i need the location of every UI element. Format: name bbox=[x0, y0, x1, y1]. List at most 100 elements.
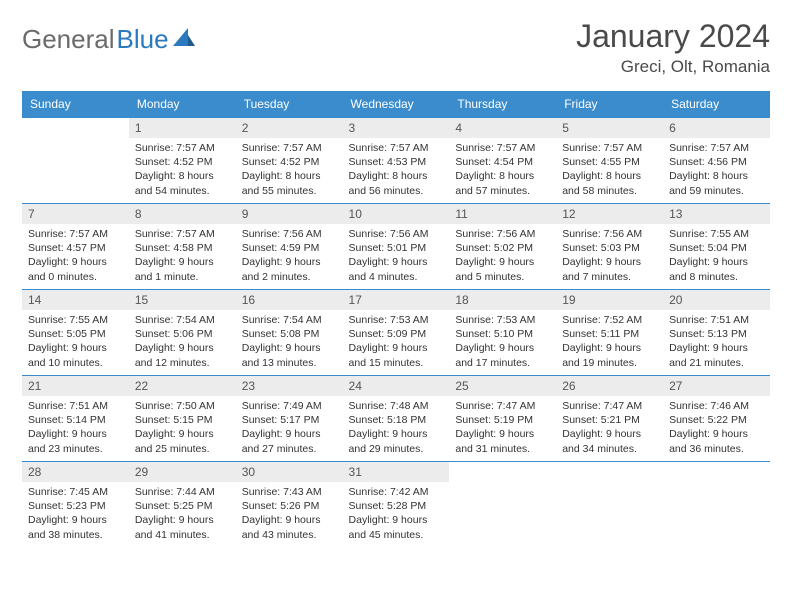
calendar-cell: 9Sunrise: 7:56 AMSunset: 4:59 PMDaylight… bbox=[236, 204, 343, 290]
day-info-line: Sunrise: 7:54 AM bbox=[135, 313, 230, 327]
day-body: Sunrise: 7:46 AMSunset: 5:22 PMDaylight:… bbox=[663, 396, 770, 460]
weekday-header: Sunday bbox=[22, 91, 129, 118]
calendar-cell: 5Sunrise: 7:57 AMSunset: 4:55 PMDaylight… bbox=[556, 118, 663, 204]
calendar-cell: 11Sunrise: 7:56 AMSunset: 5:02 PMDayligh… bbox=[449, 204, 556, 290]
day-body: Sunrise: 7:57 AMSunset: 4:54 PMDaylight:… bbox=[449, 138, 556, 202]
day-body: Sunrise: 7:57 AMSunset: 4:52 PMDaylight:… bbox=[236, 138, 343, 202]
day-info-line: Sunrise: 7:54 AM bbox=[242, 313, 337, 327]
day-body: Sunrise: 7:55 AMSunset: 5:05 PMDaylight:… bbox=[22, 310, 129, 374]
day-number: 10 bbox=[343, 204, 450, 224]
day-info-line: and 8 minutes. bbox=[669, 270, 764, 284]
day-body: Sunrise: 7:47 AMSunset: 5:19 PMDaylight:… bbox=[449, 396, 556, 460]
day-info-line: Sunset: 4:57 PM bbox=[28, 241, 123, 255]
day-body: Sunrise: 7:51 AMSunset: 5:13 PMDaylight:… bbox=[663, 310, 770, 374]
day-info-line: Sunset: 4:53 PM bbox=[349, 155, 444, 169]
day-info-line: Sunset: 4:59 PM bbox=[242, 241, 337, 255]
day-info-line: Daylight: 9 hours bbox=[28, 513, 123, 527]
day-info-line: Sunrise: 7:56 AM bbox=[562, 227, 657, 241]
day-info-line: Sunrise: 7:57 AM bbox=[349, 141, 444, 155]
day-info-line: Sunrise: 7:56 AM bbox=[349, 227, 444, 241]
day-info-line: and 4 minutes. bbox=[349, 270, 444, 284]
weekday-header: Tuesday bbox=[236, 91, 343, 118]
day-info-line: Sunset: 5:18 PM bbox=[349, 413, 444, 427]
day-info-line: and 17 minutes. bbox=[455, 356, 550, 370]
weekday-header: Friday bbox=[556, 91, 663, 118]
day-number: 4 bbox=[449, 118, 556, 138]
day-info-line: Daylight: 9 hours bbox=[349, 341, 444, 355]
day-info-line: Sunset: 5:04 PM bbox=[669, 241, 764, 255]
day-number: 26 bbox=[556, 376, 663, 396]
day-body: Sunrise: 7:57 AMSunset: 4:55 PMDaylight:… bbox=[556, 138, 663, 202]
calendar-cell: 8Sunrise: 7:57 AMSunset: 4:58 PMDaylight… bbox=[129, 204, 236, 290]
day-info-line: Sunrise: 7:42 AM bbox=[349, 485, 444, 499]
day-info-line: Sunset: 5:02 PM bbox=[455, 241, 550, 255]
day-body: Sunrise: 7:47 AMSunset: 5:21 PMDaylight:… bbox=[556, 396, 663, 460]
day-info-line: Sunset: 5:15 PM bbox=[135, 413, 230, 427]
day-body: Sunrise: 7:56 AMSunset: 5:01 PMDaylight:… bbox=[343, 224, 450, 288]
calendar-cell bbox=[663, 462, 770, 548]
day-info-line: Sunset: 5:03 PM bbox=[562, 241, 657, 255]
calendar-cell: 23Sunrise: 7:49 AMSunset: 5:17 PMDayligh… bbox=[236, 376, 343, 462]
day-info-line: and 34 minutes. bbox=[562, 442, 657, 456]
day-info-line: Daylight: 9 hours bbox=[349, 255, 444, 269]
day-number: 17 bbox=[343, 290, 450, 310]
day-number: 28 bbox=[22, 462, 129, 482]
day-number: 16 bbox=[236, 290, 343, 310]
day-body: Sunrise: 7:57 AMSunset: 4:58 PMDaylight:… bbox=[129, 224, 236, 288]
day-info-line: Daylight: 9 hours bbox=[349, 513, 444, 527]
day-body: Sunrise: 7:54 AMSunset: 5:06 PMDaylight:… bbox=[129, 310, 236, 374]
day-number: 23 bbox=[236, 376, 343, 396]
day-info-line: Sunrise: 7:53 AM bbox=[349, 313, 444, 327]
day-info-line: Sunrise: 7:51 AM bbox=[28, 399, 123, 413]
day-body: Sunrise: 7:52 AMSunset: 5:11 PMDaylight:… bbox=[556, 310, 663, 374]
day-info-line: Sunset: 5:19 PM bbox=[455, 413, 550, 427]
day-info-line: Sunset: 4:52 PM bbox=[242, 155, 337, 169]
calendar-cell: 22Sunrise: 7:50 AMSunset: 5:15 PMDayligh… bbox=[129, 376, 236, 462]
calendar-cell: 18Sunrise: 7:53 AMSunset: 5:10 PMDayligh… bbox=[449, 290, 556, 376]
calendar-cell: 20Sunrise: 7:51 AMSunset: 5:13 PMDayligh… bbox=[663, 290, 770, 376]
day-info-line: Daylight: 9 hours bbox=[455, 427, 550, 441]
day-number: 9 bbox=[236, 204, 343, 224]
day-info-line: Sunset: 5:21 PM bbox=[562, 413, 657, 427]
header: General Blue January 2024 Greci, Olt, Ro… bbox=[22, 18, 770, 77]
day-info-line: Daylight: 9 hours bbox=[669, 427, 764, 441]
day-info-line: and 25 minutes. bbox=[135, 442, 230, 456]
day-info-line: Daylight: 9 hours bbox=[135, 255, 230, 269]
day-info-line: Sunset: 5:28 PM bbox=[349, 499, 444, 513]
day-info-line: Daylight: 8 hours bbox=[242, 169, 337, 183]
calendar-week-row: 7Sunrise: 7:57 AMSunset: 4:57 PMDaylight… bbox=[22, 204, 770, 290]
day-number: 27 bbox=[663, 376, 770, 396]
day-number: 15 bbox=[129, 290, 236, 310]
day-info-line: Daylight: 9 hours bbox=[242, 427, 337, 441]
day-info-line: Sunset: 4:56 PM bbox=[669, 155, 764, 169]
calendar-cell: 31Sunrise: 7:42 AMSunset: 5:28 PMDayligh… bbox=[343, 462, 450, 548]
calendar-cell: 27Sunrise: 7:46 AMSunset: 5:22 PMDayligh… bbox=[663, 376, 770, 462]
day-info-line: Sunset: 5:01 PM bbox=[349, 241, 444, 255]
day-info-line: Sunset: 5:08 PM bbox=[242, 327, 337, 341]
day-number: 14 bbox=[22, 290, 129, 310]
day-info-line: Sunset: 5:13 PM bbox=[669, 327, 764, 341]
day-body: Sunrise: 7:44 AMSunset: 5:25 PMDaylight:… bbox=[129, 482, 236, 546]
calendar-cell: 1Sunrise: 7:57 AMSunset: 4:52 PMDaylight… bbox=[129, 118, 236, 204]
day-info-line: Daylight: 9 hours bbox=[455, 255, 550, 269]
day-body: Sunrise: 7:43 AMSunset: 5:26 PMDaylight:… bbox=[236, 482, 343, 546]
day-info-line: Daylight: 9 hours bbox=[242, 255, 337, 269]
day-info-line: Sunrise: 7:47 AM bbox=[455, 399, 550, 413]
day-info-line: and 43 minutes. bbox=[242, 528, 337, 542]
day-info-line: and 38 minutes. bbox=[28, 528, 123, 542]
day-body: Sunrise: 7:56 AMSunset: 5:02 PMDaylight:… bbox=[449, 224, 556, 288]
day-info-line: Daylight: 9 hours bbox=[562, 341, 657, 355]
day-info-line: Daylight: 9 hours bbox=[242, 513, 337, 527]
day-info-line: Sunrise: 7:48 AM bbox=[349, 399, 444, 413]
calendar-header-row: SundayMondayTuesdayWednesdayThursdayFrid… bbox=[22, 91, 770, 118]
calendar-cell: 16Sunrise: 7:54 AMSunset: 5:08 PMDayligh… bbox=[236, 290, 343, 376]
day-info-line: Sunset: 5:10 PM bbox=[455, 327, 550, 341]
day-info-line: Sunset: 5:14 PM bbox=[28, 413, 123, 427]
calendar-cell: 26Sunrise: 7:47 AMSunset: 5:21 PMDayligh… bbox=[556, 376, 663, 462]
day-info-line: Daylight: 8 hours bbox=[135, 169, 230, 183]
day-info-line: Sunrise: 7:45 AM bbox=[28, 485, 123, 499]
day-info-line: Sunrise: 7:57 AM bbox=[135, 227, 230, 241]
day-number: 5 bbox=[556, 118, 663, 138]
day-number: 18 bbox=[449, 290, 556, 310]
day-info-line: Sunset: 4:55 PM bbox=[562, 155, 657, 169]
